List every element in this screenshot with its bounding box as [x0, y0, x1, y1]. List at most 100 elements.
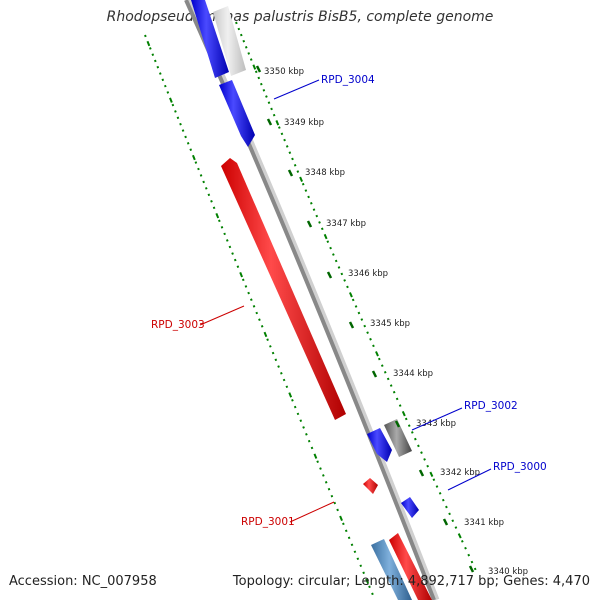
gc-skew-tick — [161, 78, 165, 82]
gene-feature-rpd-3004[interactable] — [219, 80, 255, 147]
gene-feature-light-top[interactable] — [213, 6, 246, 76]
gc-skew-tick — [451, 519, 455, 523]
gc-skew-tick — [153, 59, 157, 63]
gene-label-text: RPD_3002 — [464, 400, 518, 412]
gc-skew-tick — [356, 557, 360, 561]
gc-skew-tick — [285, 385, 289, 389]
gc-skew-tick — [333, 501, 337, 505]
gc-skew-tick — [212, 206, 216, 210]
gc-skew-tick — [156, 65, 160, 69]
tick-label: 3345 kbp — [370, 319, 410, 329]
gc-skew-tick — [327, 487, 331, 491]
gene-label-rpd-3003[interactable]: RPD_3003 — [151, 305, 245, 331]
gc-skew-tick — [192, 154, 196, 161]
gc-skew-tick — [386, 377, 390, 381]
gc-skew-tick — [176, 116, 180, 120]
gc-skew-tick — [349, 292, 353, 298]
gene-feature-rpd-3002-pseudo[interactable] — [384, 419, 412, 457]
gc-skew-tick — [336, 508, 339, 512]
gc-skew-tick — [164, 84, 167, 88]
gc-skew-tick — [380, 364, 384, 367]
gc-skew-tick — [313, 453, 318, 459]
gene-label-text: RPD_3003 — [151, 319, 205, 331]
gene-feature-red-bottom[interactable] — [389, 533, 432, 600]
gc-skew-tick — [302, 426, 305, 429]
gc-skew-tick — [269, 345, 272, 348]
gc-skew-tick — [233, 258, 237, 262]
gc-skew-tick — [389, 384, 393, 387]
gc-skew-tick — [354, 305, 358, 308]
gc-skew-tick — [301, 182, 305, 186]
gene-label-rpd-3000[interactable]: RPD_3000 — [447, 461, 547, 491]
gene-feature-rpd-3002[interactable] — [367, 428, 392, 462]
gc-skew-tick — [322, 474, 325, 477]
gc-skew-tick — [347, 536, 351, 540]
gc-skew-tick — [254, 70, 258, 74]
gc-skew-tick — [166, 91, 170, 94]
gene-feature-rpd-3004-upper[interactable] — [191, 0, 229, 78]
gene-label-rpd-3002[interactable]: RPD_3002 — [411, 400, 518, 431]
gene-label-rpd-3004[interactable]: RPD_3004 — [273, 74, 375, 100]
gc-skew-tick — [363, 324, 367, 328]
gc-skew-tick — [260, 82, 263, 86]
gc-skew-tick — [417, 444, 420, 448]
gc-skew-tick — [445, 505, 448, 509]
gc-skew-tick — [236, 265, 240, 268]
gc-skew-tick — [244, 45, 248, 49]
gc-skew-tick — [255, 311, 259, 315]
gc-skew-tick — [375, 351, 379, 357]
gc-skew-tick — [225, 239, 229, 242]
gc-skew-tick — [299, 419, 303, 422]
gc-skew-tick — [267, 101, 271, 105]
gc-skew-tick — [326, 240, 330, 243]
gc-skew-tick — [398, 404, 402, 407]
gc-skew-tick — [339, 515, 343, 521]
gc-skew-tick — [353, 550, 357, 554]
gc-skew-tick — [144, 34, 147, 38]
gene-label-text: RPD_3004 — [321, 74, 375, 86]
tick-label: 3343 kbp — [416, 419, 456, 429]
gc-skew-tick — [197, 167, 200, 171]
tick-label: 3350 kbp — [264, 67, 304, 77]
accession-text: Accession: NC_007958 — [9, 574, 157, 589]
gene-feature-rpd-3000[interactable] — [401, 497, 419, 518]
gc-skew-tick — [283, 138, 286, 142]
gc-skew-tick — [350, 543, 354, 547]
gene-feature-rpd-3001[interactable] — [363, 478, 378, 494]
gc-skew-tick — [310, 201, 313, 205]
gc-skew-tick — [146, 40, 151, 47]
scale-ticks: 3350 kbp 3349 kbp 3348 kbp 3347 kbp 3346… — [255, 65, 528, 577]
gc-skew-tick — [272, 113, 276, 117]
gc-skew-tick — [252, 64, 257, 70]
gc-skew-tick — [454, 526, 458, 529]
gc-skew-tick — [247, 291, 250, 295]
gc-skew-tick — [329, 246, 332, 250]
gc-skew-tick — [247, 52, 251, 55]
gc-skew-tick — [239, 33, 243, 37]
gc-skew-tick — [231, 252, 234, 255]
gc-skew-tick — [174, 110, 177, 113]
gc-skew-tick — [473, 567, 477, 571]
gc-skew-tick — [242, 39, 246, 43]
gc-skew-tick — [414, 437, 417, 441]
gc-skew-tick — [202, 180, 205, 184]
gc-skew-tick — [282, 378, 286, 382]
gc-skew-tick — [218, 219, 221, 223]
gene-feature-rna-bottom[interactable] — [371, 539, 412, 600]
gc-skew-tick — [330, 494, 334, 498]
gc-skew-tick — [315, 214, 319, 218]
gene-label-rpd-3001[interactable]: RPD_3001 — [241, 501, 335, 528]
gc-skew-tick — [274, 358, 278, 362]
gc-skew-tick — [404, 417, 408, 421]
gc-skew-tick — [344, 529, 348, 533]
gc-skew-tick — [296, 412, 300, 416]
gc-skew-tick — [423, 458, 426, 461]
gc-skew-tick — [235, 21, 238, 25]
tick-label: 3342 kbp — [440, 468, 480, 478]
gc-skew-inner-track — [144, 34, 374, 596]
gc-skew-tick — [181, 129, 185, 132]
gene-feature-rpd-3003[interactable] — [221, 158, 346, 420]
gc-skew-tick — [291, 157, 294, 161]
gc-skew-tick — [319, 467, 322, 470]
